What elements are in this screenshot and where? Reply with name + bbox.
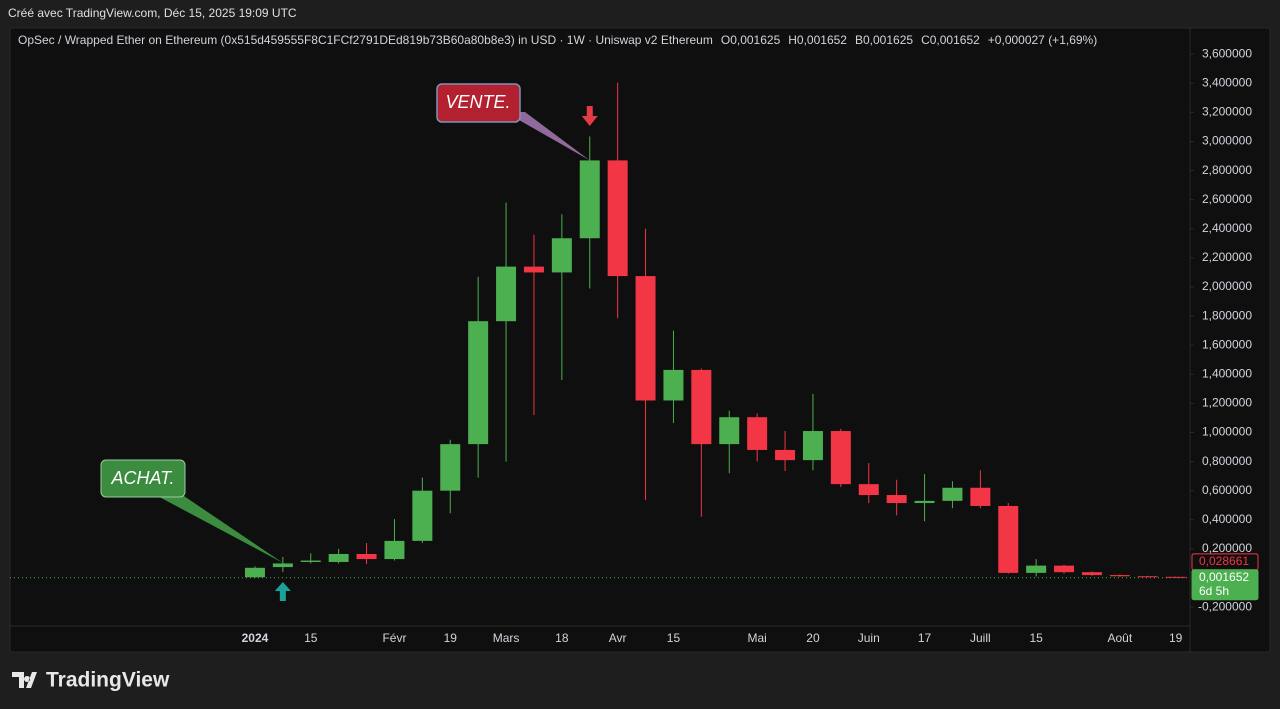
candle-body xyxy=(663,369,684,401)
x-tick-label: 19 xyxy=(1169,631,1183,645)
legend-part: C xyxy=(921,33,930,47)
x-tick-label: Août xyxy=(1108,631,1133,645)
y-tick-label: 0,400000 xyxy=(1202,512,1252,526)
callout-box xyxy=(100,459,186,498)
brand-logo xyxy=(12,672,37,688)
x-tick-label: Févr xyxy=(382,631,406,645)
candle-body xyxy=(440,444,461,491)
candle-body xyxy=(970,487,991,506)
candle-body xyxy=(998,505,1019,573)
candle-body xyxy=(886,495,907,504)
x-tick-label: Mars xyxy=(493,631,520,645)
candle-body xyxy=(523,266,544,273)
candle-body xyxy=(747,417,768,450)
legend-part: OpSec / Wrapped Ether on Ethereum (0x515… xyxy=(18,33,713,47)
candle-body xyxy=(272,563,293,568)
y-tick-label: 1,400000 xyxy=(1202,366,1252,380)
candle-body xyxy=(1137,576,1158,578)
candle-body xyxy=(719,417,740,445)
y-tick-label: 3,400000 xyxy=(1202,75,1252,89)
candle-body xyxy=(858,484,879,496)
y-tick-label: 1,600000 xyxy=(1202,337,1252,351)
x-tick-label: Mai xyxy=(747,631,766,645)
callout-text: ACHAT. xyxy=(110,468,174,488)
y-tick-label: 3,200000 xyxy=(1202,105,1252,119)
candle-body xyxy=(802,431,823,461)
brand: TradingView xyxy=(12,669,170,692)
y-tick-label: 1,000000 xyxy=(1202,425,1252,439)
candle-body xyxy=(244,567,265,578)
y-tick-label: 1,200000 xyxy=(1202,396,1252,410)
legend-part: O xyxy=(721,33,730,47)
price-label: 0,028661 xyxy=(1199,554,1249,568)
candle-body xyxy=(607,160,628,277)
legend-part: +0,000027 (+1,69%) xyxy=(988,33,1097,47)
x-tick-label: 15 xyxy=(1029,631,1043,645)
callout-pointer xyxy=(150,492,283,563)
legend-part: 0,001625 xyxy=(730,33,780,47)
symbol-legend: OpSec / Wrapped Ether on Ethereum (0x515… xyxy=(18,33,1097,47)
y-tick-label: 3,600000 xyxy=(1202,46,1252,60)
credit: Créé avec TradingView.com, Déc 15, 2025 … xyxy=(8,6,297,20)
candle-body xyxy=(496,266,517,322)
y-tick-label: 0,800000 xyxy=(1202,454,1252,468)
sell-arrow xyxy=(581,106,598,126)
y-tick-label: 3,000000 xyxy=(1202,134,1252,148)
legend-part: 0,001625 xyxy=(863,33,913,47)
y-tick-label: 1,800000 xyxy=(1202,308,1252,322)
candle-body xyxy=(830,431,851,485)
x-tick-label: 15 xyxy=(667,631,681,645)
candle-body xyxy=(775,449,796,461)
legend-part: 0,001652 xyxy=(930,33,980,47)
y-tick-label: 0,600000 xyxy=(1202,483,1252,497)
candle-body xyxy=(691,369,712,445)
legend-part: B xyxy=(855,33,863,47)
y-tick-label: 0,200000 xyxy=(1202,541,1252,555)
x-tick-label: 20 xyxy=(806,631,820,645)
candle-body xyxy=(384,540,405,560)
price-label-box xyxy=(1191,569,1259,601)
candle-body xyxy=(551,238,572,273)
candle-body xyxy=(328,553,349,562)
y-tick-label: 2,200000 xyxy=(1202,250,1252,264)
candle-body xyxy=(1026,565,1047,573)
candle-body xyxy=(914,500,935,504)
y-tick-label: 2,000000 xyxy=(1202,279,1252,293)
candle-body xyxy=(1054,565,1075,573)
candle-body xyxy=(356,553,377,560)
candle-body xyxy=(635,276,656,401)
candle-body xyxy=(1165,576,1186,578)
candle-body xyxy=(579,160,600,239)
x-tick-label: 15 xyxy=(304,631,318,645)
brand-name: TradingView xyxy=(46,669,170,692)
callout-pointer xyxy=(505,112,590,161)
legend-part: H xyxy=(788,33,797,47)
y-tick-label: 2,400000 xyxy=(1202,221,1252,235)
price-label: 0,001652 xyxy=(1199,570,1249,584)
candle-body xyxy=(300,560,321,562)
candle-body xyxy=(1109,575,1130,577)
x-tick-label: 18 xyxy=(555,631,569,645)
y-tick-label: -0,200000 xyxy=(1198,599,1252,613)
candle-body xyxy=(412,490,433,541)
x-tick-label: 2024 xyxy=(242,631,269,645)
x-tick-label: Avr xyxy=(609,631,627,645)
x-tick-label: Juin xyxy=(858,631,880,645)
buy-arrow xyxy=(274,582,291,601)
x-tick-label: Juill xyxy=(970,631,991,645)
candle-body xyxy=(468,321,489,445)
x-tick-label: 17 xyxy=(918,631,932,645)
legend-part: 0,001652 xyxy=(797,33,847,47)
candle-body xyxy=(942,487,963,501)
y-tick-label: 2,800000 xyxy=(1202,163,1252,177)
callout-box xyxy=(436,83,521,123)
countdown: 6d 5h xyxy=(1199,584,1229,598)
y-tick-label: 2,600000 xyxy=(1202,192,1252,206)
x-tick-label: 19 xyxy=(444,631,458,645)
callout-text: VENTE. xyxy=(445,92,510,112)
candle-body xyxy=(1081,572,1102,576)
